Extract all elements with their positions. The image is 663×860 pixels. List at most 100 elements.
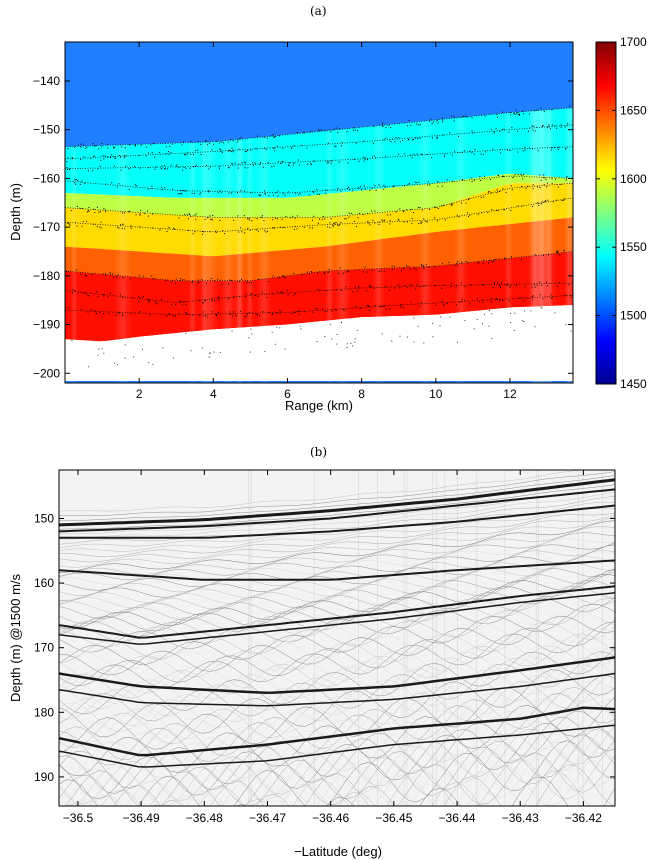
reflector-dot — [153, 142, 155, 144]
reflector-dot — [220, 191, 222, 193]
reflector-dot — [425, 264, 427, 266]
reflector-dot — [87, 311, 89, 313]
reflector-dot — [183, 279, 185, 281]
reflector-dot — [214, 300, 216, 301]
reflector-dot — [266, 137, 268, 139]
reflector-dot — [218, 166, 220, 168]
seismic-horizon — [59, 488, 615, 533]
reflector-dot — [312, 219, 313, 221]
reflector-dot — [288, 164, 289, 166]
reflector-dot — [100, 159, 102, 161]
reflector-dot — [237, 167, 239, 169]
reflector-dot — [229, 149, 231, 151]
lamination-line — [59, 542, 615, 596]
reflector-dot — [192, 314, 194, 316]
reflector-dot — [231, 147, 233, 149]
reflector-dot — [483, 153, 484, 155]
reflector-dot — [541, 126, 543, 128]
reflector-dot — [374, 304, 376, 306]
reflector-dot — [186, 153, 188, 155]
reflector-dot — [243, 215, 245, 217]
reflector-dot — [493, 282, 495, 283]
reflector-dot — [403, 153, 405, 155]
reflector-line — [65, 251, 573, 282]
reflector-dot — [191, 282, 193, 283]
reflector-dot — [261, 215, 263, 217]
reflector-dot — [567, 123, 569, 125]
reflector-dot — [324, 218, 326, 220]
sub-bottom-dot — [482, 323, 483, 325]
reflector-dot — [536, 126, 538, 128]
reflector-dot — [462, 115, 464, 117]
colorbar-tick-label: 1500 — [620, 309, 647, 323]
reflector-dot — [151, 185, 153, 187]
lamination-line — [59, 687, 615, 761]
reflector-dot — [372, 269, 373, 271]
x-tick-label: 12 — [503, 387, 517, 401]
reflector-dot — [374, 185, 376, 187]
reflector-dot — [503, 128, 505, 130]
reflector-dot — [366, 159, 368, 161]
reflector-dot — [111, 154, 113, 156]
reflector-dot — [394, 287, 396, 289]
reflector-dot — [257, 313, 258, 315]
reflector-dot — [480, 197, 482, 199]
reflector-dot — [451, 115, 453, 117]
reflector-dot — [245, 296, 246, 298]
reflector-dot — [532, 295, 534, 297]
reflector-dot — [537, 150, 539, 152]
reflector-dot — [346, 131, 348, 133]
reflector-dot — [275, 191, 277, 193]
seismic-horizon — [59, 672, 615, 707]
reflector-dot — [456, 262, 458, 264]
reflector-dot — [338, 161, 340, 163]
reflector-dot — [312, 311, 314, 313]
reflector-dot — [148, 167, 150, 169]
reflector-dot — [409, 284, 411, 286]
sub-bottom-dot — [540, 306, 542, 308]
reflector-dot — [352, 190, 354, 192]
reflector-dot — [238, 138, 240, 140]
reflector-dot — [244, 232, 246, 234]
reflector-dot — [272, 134, 274, 136]
reflector-dot — [217, 278, 219, 280]
reflector-dot — [336, 309, 337, 311]
reflector-dot — [492, 287, 494, 289]
lamination-line — [59, 621, 615, 681]
reflector-dot — [501, 128, 503, 130]
reflector-dot — [216, 140, 217, 142]
reflector-dot — [371, 188, 373, 190]
reflector-dot — [215, 230, 217, 232]
sub-bottom-dot — [133, 356, 135, 358]
banding-stripe — [504, 113, 513, 383]
reflector-dot — [470, 177, 472, 179]
reflector-dot — [557, 149, 559, 150]
reflector-dot — [195, 150, 197, 152]
reflector-dot — [183, 141, 184, 143]
reflector-dot — [423, 285, 424, 287]
reflector-dot — [213, 143, 215, 145]
reflector-dot — [517, 130, 519, 132]
reflector-dot — [321, 219, 323, 221]
reflector-dot — [332, 224, 334, 226]
sub-bottom-dot — [356, 329, 358, 331]
reflector-dot — [515, 113, 517, 115]
reflector-dot — [551, 178, 553, 180]
reflector-dot — [113, 156, 115, 158]
reflector-dot — [385, 286, 387, 288]
reflector-dot — [76, 206, 78, 207]
lamination-line — [59, 725, 615, 805]
reflector-dot — [278, 135, 280, 137]
reflector-dot — [461, 202, 463, 204]
reflector-dot — [555, 178, 556, 180]
reflector-dot — [380, 270, 382, 272]
reflector-dot — [383, 184, 385, 186]
reflector-dot — [348, 216, 350, 218]
reflector-dot — [88, 170, 89, 172]
reflector-dot — [161, 165, 163, 167]
reflector-dot — [282, 292, 283, 294]
reflector-dot — [240, 310, 242, 312]
reflector-dot — [469, 284, 471, 286]
reflector-dot — [102, 273, 104, 275]
reflector-dot — [155, 166, 157, 168]
